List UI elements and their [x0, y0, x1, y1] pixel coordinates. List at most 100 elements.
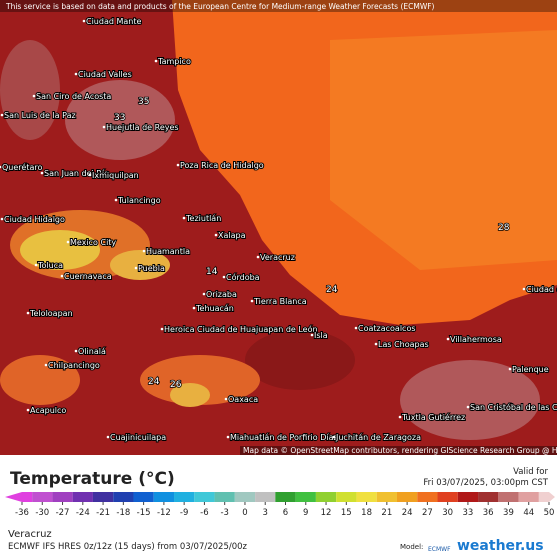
tick-label: -30	[35, 508, 49, 518]
bar-segment	[538, 492, 549, 502]
city-dot	[310, 333, 314, 337]
bar-segment	[113, 492, 134, 502]
city-label: Huamantla	[146, 247, 190, 256]
city-dot	[398, 415, 402, 419]
city-label: Oaxaca	[228, 395, 258, 404]
model-name: ECMWF	[428, 546, 451, 553]
hot-zone	[0, 355, 80, 405]
city-dot	[182, 216, 186, 220]
city-dot	[446, 337, 450, 341]
tick-label: 9	[303, 508, 308, 518]
bar-segment	[437, 492, 458, 502]
highland	[0, 40, 60, 140]
tick-label: 15	[341, 508, 352, 518]
model-label: Model:	[400, 543, 423, 551]
color-bar: -36 -30 -27 -24 -21 -18 -15 -12 -9 -6 -3 0 3 6 9 12 15 18…	[5, 492, 555, 518]
location: Veracruz	[8, 529, 52, 540]
lowland	[245, 330, 355, 390]
city-label: Heroica Ciudad de Huajuapan de León	[164, 324, 318, 334]
contour-label: 28	[498, 223, 510, 233]
tick-label: 50	[544, 508, 555, 518]
bar-segment	[396, 492, 418, 502]
city-label: Olinalá	[78, 347, 106, 356]
valid-time: Fri 03/07/2025, 03:00pm CST	[423, 478, 548, 488]
legend: Temperature (°C) Valid for Fri 03/07/202…	[5, 467, 555, 554]
tick-label: 21	[381, 508, 392, 518]
city-dot	[74, 349, 78, 353]
city-label: Tehuacán	[195, 304, 234, 313]
city-label: San Luis de la Paz	[4, 111, 76, 120]
city-dot	[0, 217, 4, 221]
city-label: Cuernavaca	[64, 272, 112, 281]
tick-label: -27	[56, 508, 70, 518]
city-label: Xalapa	[218, 231, 246, 240]
city-dot	[224, 397, 228, 401]
model-run: ECMWF IFS HRES 0z/12z (15 days) from 03/…	[8, 542, 248, 552]
city-dot	[256, 255, 260, 259]
city-dot	[214, 233, 218, 237]
hot-zone	[140, 355, 260, 405]
contour-label: 35	[138, 97, 149, 107]
city-label: Orizaba	[206, 290, 237, 299]
city-dot	[522, 287, 526, 291]
city-dot	[176, 163, 180, 167]
legend-title: Temperature (°C)	[10, 469, 175, 489]
tick-label: -18	[116, 508, 130, 518]
tick-label: 36	[483, 508, 494, 518]
tick-label: 3	[263, 508, 268, 518]
city-label: Veracruz	[260, 253, 295, 262]
city-label: Teloloapan	[29, 309, 73, 318]
city-label: Poza Rica de Hidalgo	[180, 161, 264, 170]
city-label: Tampico	[157, 57, 191, 66]
city-dot	[134, 266, 138, 270]
attribution: This service is based on data and produc…	[5, 2, 435, 11]
city-dot	[154, 59, 158, 63]
city-label: Ixmiquilpan	[92, 171, 139, 180]
city-dot	[0, 165, 2, 169]
city-label: Mexico City	[70, 238, 116, 247]
city-label: Puebla	[138, 264, 165, 273]
bar-segment	[255, 492, 276, 502]
city-dot	[332, 435, 336, 439]
tick-label: -3	[220, 508, 228, 518]
tick-label: -12	[157, 508, 171, 518]
valid-label: Valid for	[513, 467, 548, 477]
bar-arrow-right	[549, 492, 555, 502]
credit-bar	[240, 446, 557, 455]
tick-label: 24	[402, 508, 413, 518]
city-label: Isla	[314, 331, 328, 340]
city-dot	[0, 113, 4, 117]
city-dot	[508, 367, 512, 371]
city-dot	[466, 405, 470, 409]
tick-label: 44	[523, 508, 534, 518]
map-credit: Map data © OpenStreetMap contributors, r…	[243, 446, 557, 455]
city-dot	[250, 299, 254, 303]
brand: weather.us	[457, 538, 544, 554]
city-label: Ciudad del Carmen	[526, 285, 557, 294]
bar-segment	[417, 492, 438, 502]
tick-label: 30	[442, 508, 453, 518]
city-dot	[374, 342, 378, 346]
contour-label: 14	[206, 267, 218, 277]
city-label: San Juan del Río	[44, 169, 109, 178]
tick-label: -9	[180, 508, 188, 518]
city-dot	[44, 363, 48, 367]
city-dot	[40, 171, 44, 175]
hot-zone	[110, 250, 170, 280]
city-label: Ciudad Mante	[86, 17, 141, 26]
bar-segment	[315, 492, 337, 502]
bar-segment	[52, 492, 73, 502]
bar-segment	[275, 492, 296, 502]
city-label: Palenque	[512, 365, 549, 374]
city-label: Córdoba	[226, 272, 260, 282]
city-label: Miahuatlán de Porfirio Díaz	[230, 433, 338, 442]
city-label: Chilpancingo	[48, 361, 100, 370]
tick-label: 6	[283, 508, 288, 518]
city-label: Cuajinicuilapa	[110, 433, 166, 442]
city-dot	[34, 263, 38, 267]
city-label: Ciudad Valles	[78, 70, 132, 79]
tick-label: 18	[361, 508, 372, 518]
contour-label: 33	[114, 113, 125, 123]
city-dot	[32, 94, 36, 98]
